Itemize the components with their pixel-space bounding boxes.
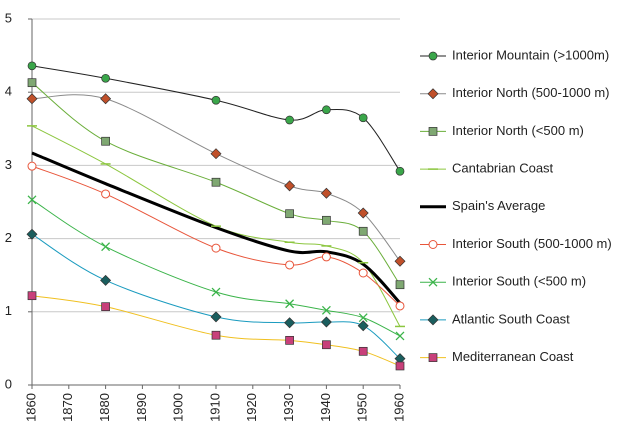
data-point — [394, 255, 406, 267]
data-point — [284, 317, 296, 329]
series-line — [31, 295, 401, 367]
data-point — [27, 195, 37, 205]
data-point — [322, 340, 331, 350]
data-point — [101, 189, 111, 199]
legend-marker — [428, 240, 438, 249]
data-point — [27, 291, 37, 301]
data-point — [285, 260, 295, 270]
data-point — [211, 177, 221, 187]
data-point — [321, 252, 331, 262]
x-tick-label: 1900 — [171, 393, 186, 422]
y-tick-label: 5 — [5, 10, 12, 25]
data-point — [395, 361, 405, 371]
data-point — [210, 311, 222, 323]
data-point — [284, 180, 296, 192]
x-tick-label: 1880 — [97, 393, 112, 422]
data-point — [395, 280, 405, 290]
data-point — [27, 78, 37, 88]
data-point — [358, 113, 368, 123]
data-point — [395, 301, 405, 311]
legend-marker — [428, 277, 438, 287]
y-tick-label: 2 — [5, 230, 12, 245]
data-point — [211, 330, 221, 340]
y-tick-label: 3 — [5, 157, 12, 172]
data-point — [211, 287, 221, 297]
data-point — [100, 274, 112, 286]
legend-marker — [428, 127, 438, 136]
data-point — [357, 320, 369, 332]
data-point — [358, 346, 368, 356]
x-tick-label: 1940 — [318, 393, 333, 422]
data-point — [210, 148, 222, 160]
x-tick-label: 1950 — [355, 393, 370, 422]
data-point — [395, 331, 405, 341]
legend-label: Interior North (<500 m) — [452, 123, 584, 138]
data-point — [101, 73, 110, 83]
legend-label: Cantabrian Coast — [452, 161, 554, 176]
y-tick-label: 1 — [5, 303, 12, 318]
data-point — [320, 187, 332, 199]
data-point — [285, 299, 295, 309]
data-point — [101, 136, 110, 146]
x-tick-label: 1860 — [23, 393, 38, 422]
legend-label: Interior South (<500 m) — [452, 274, 586, 289]
x-tick-label: 1870 — [60, 393, 75, 422]
data-point — [26, 228, 38, 240]
series-line — [31, 151, 402, 305]
data-point — [358, 268, 368, 278]
data-point — [101, 302, 110, 312]
data-point — [320, 316, 332, 328]
data-point — [27, 161, 37, 171]
x-tick-label: 1910 — [207, 393, 222, 422]
legend-marker — [428, 353, 438, 362]
data-point — [26, 93, 38, 105]
data-point — [27, 61, 37, 71]
y-tick-label: 0 — [5, 376, 12, 391]
series-line — [31, 233, 401, 360]
legend-label: Interior Mountain (>1000m) — [452, 47, 609, 62]
x-tick-label: 1930 — [281, 393, 296, 422]
x-tick-label: 1890 — [134, 393, 149, 422]
legend-label: Spain's Average — [452, 198, 545, 213]
data-point — [211, 95, 221, 105]
legend-label: Interior South (500-1000 m) — [452, 236, 612, 251]
data-point — [395, 166, 405, 176]
data-point — [358, 226, 368, 236]
data-point — [322, 215, 331, 225]
legend-label: Interior North (500-1000 m) — [452, 85, 610, 100]
data-point — [358, 313, 368, 323]
data-point — [211, 243, 221, 253]
data-point — [101, 242, 111, 252]
legend-label: Mediterranean Coast — [452, 349, 574, 364]
data-point — [285, 115, 294, 125]
data-point — [357, 207, 369, 219]
data-point — [322, 105, 331, 115]
legend-marker — [427, 314, 439, 326]
data-point — [285, 335, 294, 345]
x-tick-label: 1920 — [244, 393, 259, 422]
x-tick-label: 1960 — [391, 393, 406, 422]
legend-marker — [427, 88, 439, 100]
legend-marker — [428, 51, 438, 61]
y-tick-label: 4 — [5, 84, 12, 99]
legend-label: Atlantic South Coast — [452, 311, 570, 326]
data-point — [285, 209, 294, 219]
data-point — [100, 93, 112, 105]
data-point — [321, 305, 331, 315]
